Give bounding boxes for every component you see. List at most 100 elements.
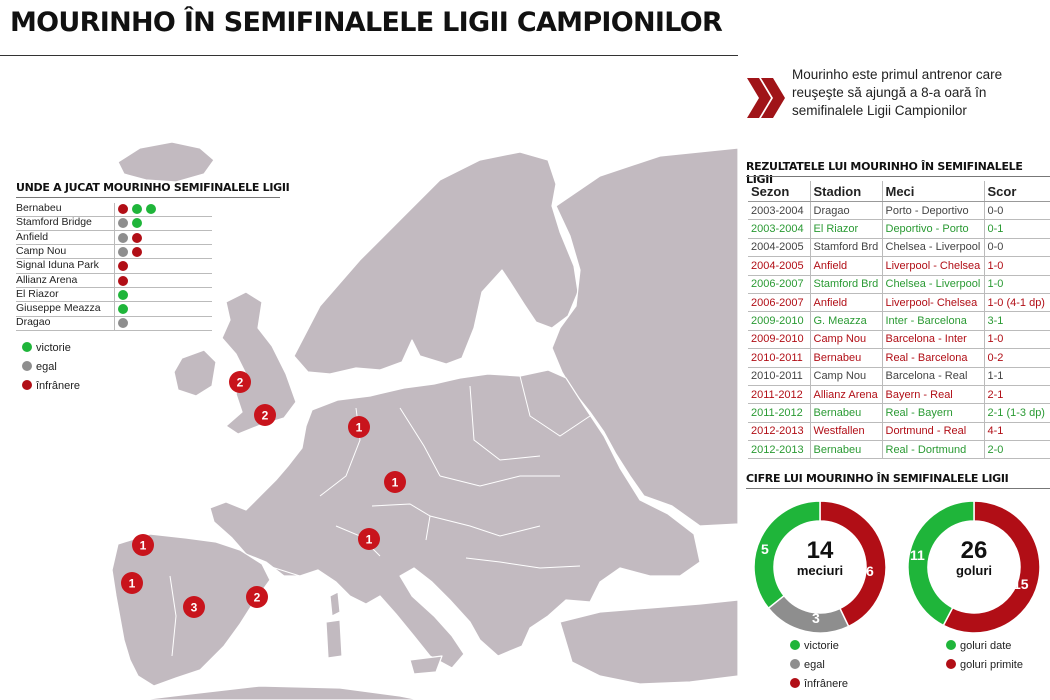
header-stadion: Stadion [809, 181, 882, 202]
stats-title: CIFRE LUI MOURINHO ÎN SEMIFINALELE LIGII [746, 472, 1009, 485]
results-cell-stadion: Bernabeu [809, 348, 882, 368]
egal-dot [790, 659, 800, 669]
results-cell-meci: Bayern - Real [881, 385, 984, 405]
results-cell-scor: 0-0 [983, 201, 1050, 221]
stats-legend-egal: egal [790, 659, 825, 671]
legend-egal: egal [22, 361, 57, 373]
scandinavia-shape [293, 151, 579, 375]
results-title-rule [746, 176, 1050, 177]
legend-infrangere-label: înfrânere [36, 380, 81, 392]
results-cell-stadion: Anfield [809, 293, 882, 313]
venue-markers: 2 2 1 1 1 1 1 3 2 [121, 371, 406, 618]
stats-legend-victorie: victorie [790, 640, 839, 652]
results-cell-scor: 0-1 [983, 219, 1050, 239]
results-row: 2011-2012 Allianz Arena Bayern - Real 2-1 [748, 385, 1050, 405]
venue-marker [229, 371, 251, 393]
victorie-segment [753, 500, 821, 610]
venues-title: UNDE A JUCAT MOURINHO SEMIFINALELE LIGII [16, 181, 290, 194]
venue-name: Dragao [16, 316, 51, 329]
infrangere-dot [118, 204, 128, 214]
results-row: 2012-2013 Westfallen Dortmund - Real 4-1 [748, 422, 1050, 442]
infrangere-dot [132, 232, 142, 243]
results-header-row: Sezon Stadion Meci Scor [748, 181, 1050, 202]
venue-marker-count: 2 [262, 409, 269, 423]
mainland-europe-shape [209, 369, 701, 669]
results-cell-sezon: 2011-2012 [748, 385, 810, 405]
venue-name: Bernabeu [16, 202, 62, 214]
results-cell-stadion: Camp Nou [809, 330, 882, 350]
results-cell-meci: Chelsea - Liverpool [881, 238, 984, 258]
results-cell-stadion: Westfallen [809, 422, 882, 442]
results-row: 2009-2010 Camp Nou Barcelona - Inter 1-0 [748, 330, 1050, 350]
results-cell-meci: Barcelona - Inter [881, 330, 984, 350]
stats-legend-goluri-date: goluri date [946, 640, 1011, 652]
victorie-dot [132, 218, 142, 229]
page-title: MOURINHO ÎN SEMIFINALELE LIGII CAMPIONIL… [10, 7, 723, 38]
results-cell-meci: Chelsea - Liverpool [881, 275, 984, 294]
venue-column-divider [114, 203, 115, 331]
results-cell-sezon: 2003-2004 [748, 201, 810, 221]
intro-text: Mourinho este primul antrenor care reuşe… [792, 67, 1003, 118]
results-cell-meci: Porto - Deportivo [881, 201, 984, 221]
legend-infrangere: înfrânere [22, 380, 80, 392]
venue-name: Giuseppe Meazza [16, 302, 101, 315]
results-cell-meci: Barcelona - Real [881, 367, 984, 386]
results-cell-sezon: 2011-2012 [748, 403, 810, 423]
venue-name: Allianz Arena [16, 273, 78, 286]
results-cell-scor: 1-0 [983, 330, 1050, 350]
results-row: 2010-2011 Camp Nou Barcelona - Real 1-1 [748, 367, 1050, 386]
venue-marker [183, 596, 205, 618]
results-cell-scor: 2-1 (1-3 dp) [983, 403, 1050, 423]
victorie-dot [790, 640, 800, 650]
results-cell-stadion: Stamford Brd [809, 275, 882, 294]
results-cell-meci: Inter - Barcelona [881, 311, 984, 331]
goluri-date-segment [907, 500, 975, 627]
results-cell-scor: 2-1 [983, 385, 1050, 405]
egal-dot [22, 361, 32, 371]
results-cell-sezon: 2004-2005 [748, 238, 810, 258]
results-body: 2003-2004 Dragao Porto - Deportivo 0-0 2003-… [748, 201, 1050, 460]
results-cell-sezon: 2010-2011 [748, 348, 810, 368]
results-cell-sezon: 2009-2010 [748, 330, 810, 350]
results-cell-sezon: 2004-2005 [748, 256, 810, 276]
results-cell-stadion: G. Meazza [809, 311, 882, 331]
results-cell-stadion: El Riazor [809, 219, 882, 239]
venue-name: El Riazor [16, 287, 59, 300]
results-cell-scor: 1-1 [983, 367, 1050, 386]
sicily-shape [409, 655, 443, 675]
venue-marker [348, 416, 370, 438]
corsica-shape [329, 591, 341, 617]
matches-label: meciuri [796, 563, 844, 578]
results-cell-meci: Real - Bayern [881, 403, 984, 423]
goals-donut-chart [907, 500, 1041, 634]
matches-infrangere-count: 6 [866, 563, 874, 579]
victorie-dot [22, 342, 32, 352]
venue-name: Camp Nou [16, 244, 67, 257]
venue-marker [132, 534, 154, 556]
stats-title-rule [746, 488, 1050, 489]
venue-name: Stamford Bridge [16, 216, 92, 229]
matches-victorie-count: 5 [761, 541, 769, 557]
legend-victorie: victorie [22, 342, 71, 354]
results-cell-sezon: 2006-2007 [748, 293, 810, 313]
results-cell-meci: Liverpool - Chelsea [881, 256, 984, 276]
venue-marker [358, 528, 380, 550]
results-row: 2010-2011 Bernabeu Real - Barcelona 0-2 [748, 348, 1050, 368]
legend-egal-label: egal [36, 361, 57, 373]
great-britain-shape [221, 291, 297, 435]
results-cell-sezon: 2003-2004 [748, 219, 810, 239]
stats-legend-goluri-primite-label: goluri primite [960, 659, 1023, 671]
venue-marker-count: 1 [392, 476, 399, 490]
egal-dot [118, 246, 128, 257]
results-row: 2009-2010 G. Meazza Inter - Barcelona 3-1 [748, 311, 1050, 331]
results-cell-meci: Liverpool- Chelsea [881, 293, 984, 313]
matches-donut-chart [753, 500, 887, 634]
venue-marker-count: 1 [140, 539, 147, 553]
results-row: 2006-2007 Stamford Brd Chelsea - Liverpool… [748, 275, 1050, 294]
infrangere-dot [118, 261, 128, 272]
infrangere-dot [22, 380, 32, 390]
results-cell-scor: 3-1 [983, 311, 1050, 331]
venue-marker-count: 1 [366, 533, 373, 547]
iceland-shape [117, 141, 215, 183]
sardinia-shape [325, 619, 343, 659]
